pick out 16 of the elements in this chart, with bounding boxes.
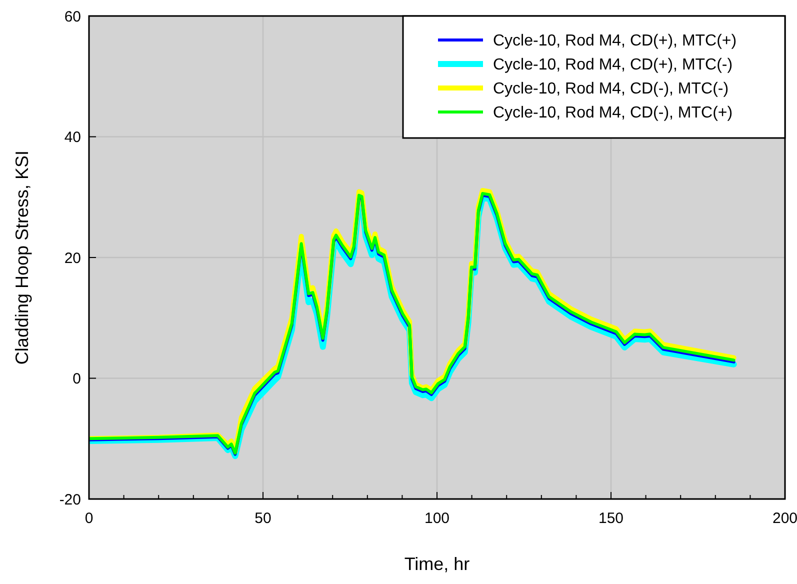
legend-label: Cycle-10, Rod M4, CD(-), MTC(-) [493,80,729,98]
legend-label: Cycle-10, Rod M4, CD(-), MTC(+) [493,104,733,122]
y-axis-title: Cladding Hoop Stress, KSI [12,150,32,365]
x-axis-title: Time, hr [404,554,470,574]
y-tick-label: 40 [64,129,81,146]
y-tick-label: 60 [64,8,81,26]
legend-label: Cycle-10, Rod M4, CD(+), MTC(-) [493,56,733,74]
y-tick-label: 20 [64,250,81,267]
y-tick-label: 0 [72,370,81,388]
x-tick-label: 0 [84,510,94,527]
x-tick-label: 100 [424,510,450,527]
legend-label: Cycle-10, Rod M4, CD(+), MTC(+) [493,32,737,50]
x-tick-label: 50 [254,510,272,527]
x-tick-label: 200 [772,510,797,527]
x-tick-label: 150 [598,510,624,527]
y-tick-label: -20 [59,491,81,508]
